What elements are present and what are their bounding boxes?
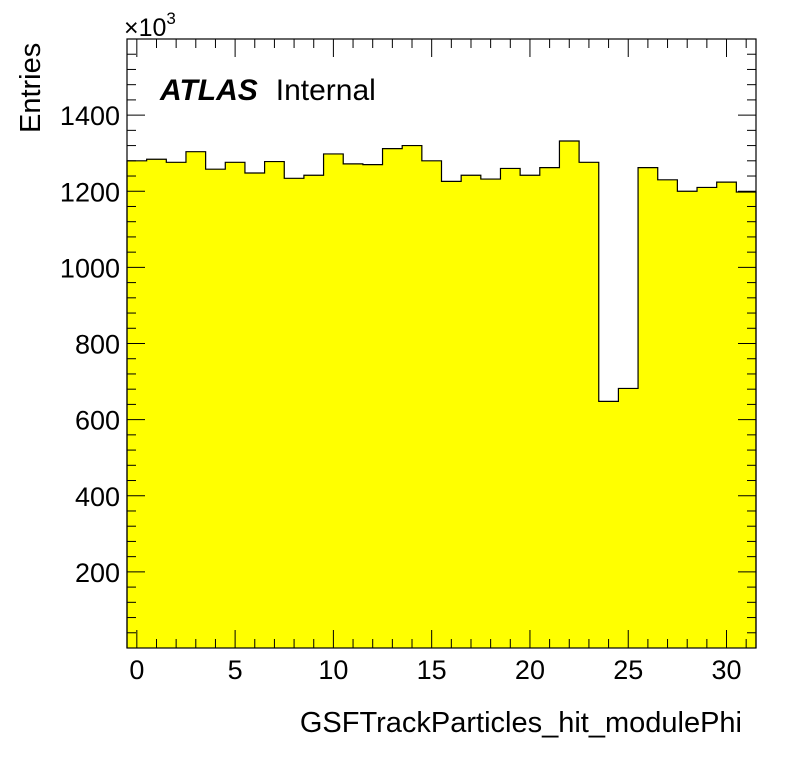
- histogram-bin: [323, 153, 344, 649]
- y-tick-label: 400: [75, 482, 120, 512]
- histogram-bin: [618, 388, 639, 648]
- x-tick-label: 0: [129, 655, 144, 685]
- histogram-bin: [480, 179, 501, 648]
- histogram-bin: [225, 162, 246, 648]
- histogram-bin: [598, 401, 619, 648]
- histogram-bin: [461, 175, 482, 649]
- histogram-bin: [520, 175, 541, 649]
- y-tick-label: 1000: [60, 253, 120, 283]
- y-multiplier-exponent: 3: [166, 9, 175, 28]
- y-tick-label: 1400: [60, 101, 120, 131]
- y-tick-label: 600: [75, 406, 120, 436]
- histogram-bin: [539, 167, 560, 648]
- histogram-bin: [441, 181, 462, 648]
- y-tick-label: 1200: [60, 177, 120, 207]
- histogram-bin: [343, 163, 364, 648]
- y-multiplier-base: ×10: [124, 14, 166, 42]
- histogram-bin: [716, 182, 737, 649]
- x-tick-label: 5: [228, 655, 243, 685]
- y-axis-ticks: [127, 53, 756, 634]
- histogram-bin: [284, 178, 305, 648]
- histogram-bin: [303, 175, 325, 649]
- histogram-bin: [697, 187, 718, 648]
- atlas-label: ATLAS Internal: [159, 74, 376, 107]
- histogram-bin: [244, 172, 266, 649]
- x-tick-label: 20: [515, 655, 545, 685]
- histogram-bin: [579, 162, 600, 648]
- histogram-bin: [264, 161, 285, 648]
- histogram-outline: [126, 140, 757, 648]
- histogram-bin: [559, 141, 580, 648]
- histogram-bin: [500, 168, 521, 648]
- y-tick-label: 800: [75, 330, 120, 360]
- atlas-label-text: Internal: [276, 74, 376, 107]
- x-axis-ticks: [136, 39, 747, 648]
- x-tick-label: 15: [417, 655, 447, 685]
- histogram-bars: [127, 141, 757, 649]
- histogram-bin: [677, 191, 698, 648]
- histogram-bin: [657, 179, 678, 649]
- y-axis-title: Entries: [15, 43, 47, 133]
- y-axis-multiplier: ×103: [124, 9, 176, 42]
- histogram-bin: [382, 148, 403, 648]
- histogram-bin: [166, 162, 187, 648]
- y-tick-label: 200: [75, 558, 120, 588]
- histogram-bin: [638, 167, 659, 648]
- histogram-bin: [421, 160, 442, 649]
- histogram-bin: [362, 164, 384, 648]
- x-axis-tick-labels: 0 5 10 15 20 25 30: [129, 655, 741, 685]
- x-tick-label: 25: [613, 655, 643, 685]
- histogram-bin: [146, 159, 167, 648]
- x-tick-label: 10: [318, 655, 348, 685]
- histogram-bin: [205, 169, 226, 648]
- histogram-bin: [402, 145, 423, 648]
- atlas-label-bold: ATLAS: [159, 74, 258, 107]
- x-axis-title: GSFTrackParticles_hit_modulePhi: [300, 707, 742, 739]
- histogram-bin: [185, 151, 207, 649]
- y-axis-tick-labels: 200 400 600 800 1000 1200 1400: [60, 101, 120, 588]
- x-tick-label: 30: [711, 655, 741, 685]
